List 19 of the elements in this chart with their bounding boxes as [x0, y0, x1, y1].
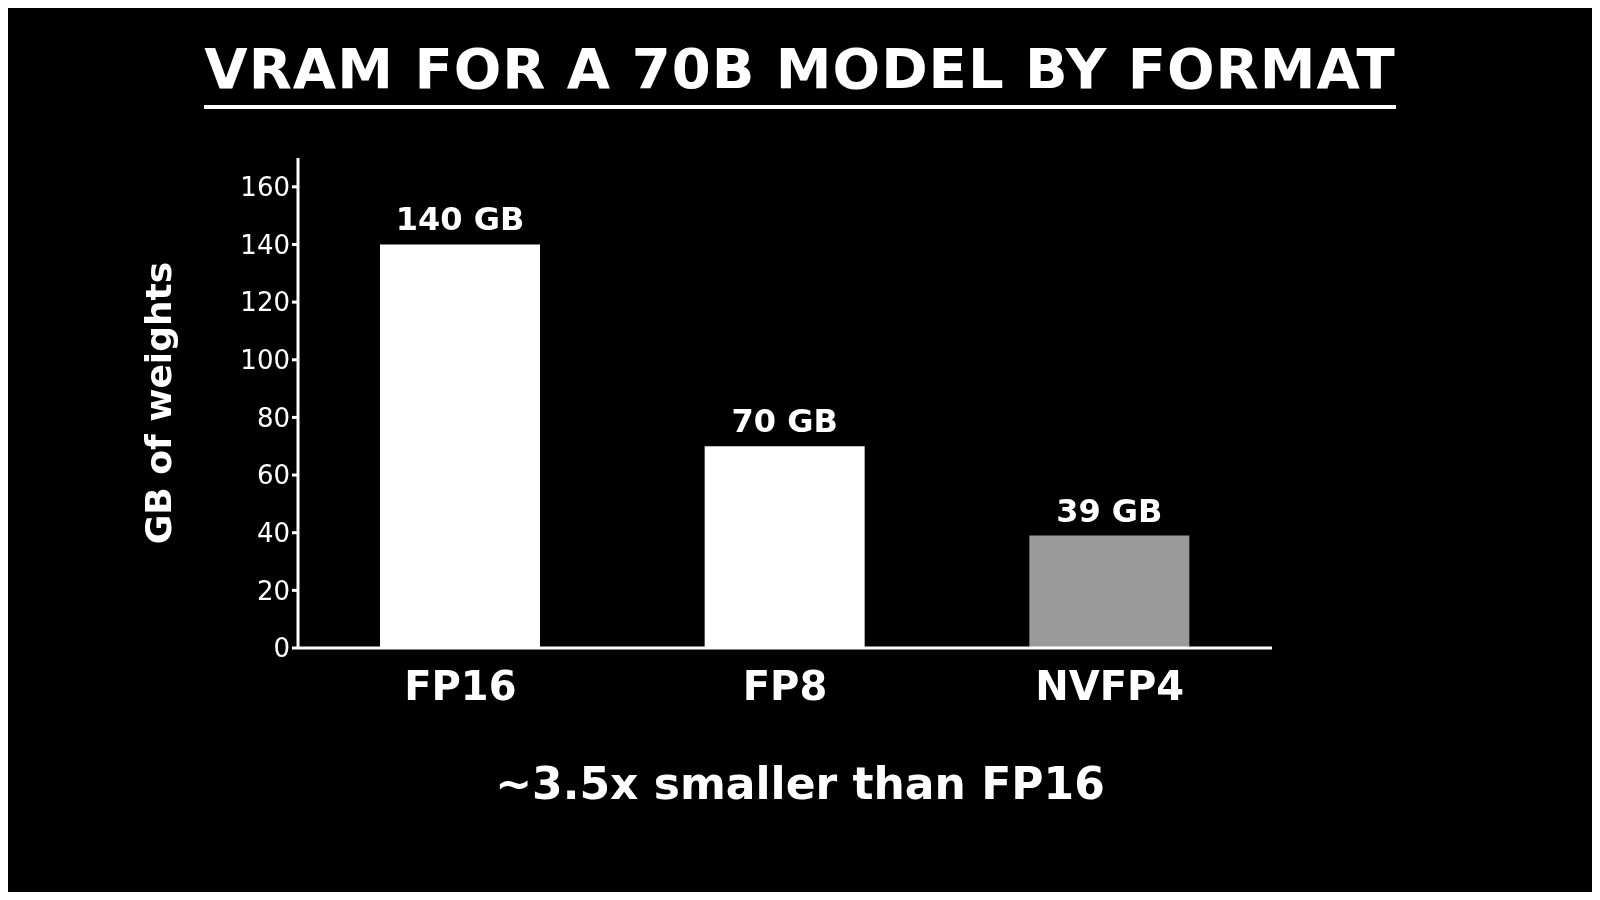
y-tick-label: 0: [273, 633, 290, 664]
y-tick-label: 20: [256, 575, 290, 606]
y-tick-label: 160: [240, 172, 290, 203]
x-tick-label: FP8: [742, 663, 828, 710]
data-label: 70 GB: [731, 402, 838, 441]
data-label: 140 GB: [395, 200, 525, 239]
y-tick-label: 140: [240, 229, 290, 260]
x-tick-label: NVFP4: [1035, 663, 1185, 710]
y-axis-title: GB of weights: [137, 261, 179, 545]
y-tick-label: 120: [240, 287, 290, 318]
y-tick-label: 80: [256, 402, 290, 433]
chart-title: VRAM FOR A 70B MODEL BY FORMAT: [204, 36, 1396, 109]
bar: [1029, 535, 1190, 648]
y-tick-label: 100: [240, 344, 290, 375]
x-tick-label: FP16: [404, 663, 517, 710]
y-tick-label: 60: [256, 460, 290, 491]
text: ~3.5x smaller than FP16: [494, 758, 1106, 809]
y-tick-label: 40: [256, 517, 290, 548]
data-label: 39 GB: [1056, 491, 1163, 530]
